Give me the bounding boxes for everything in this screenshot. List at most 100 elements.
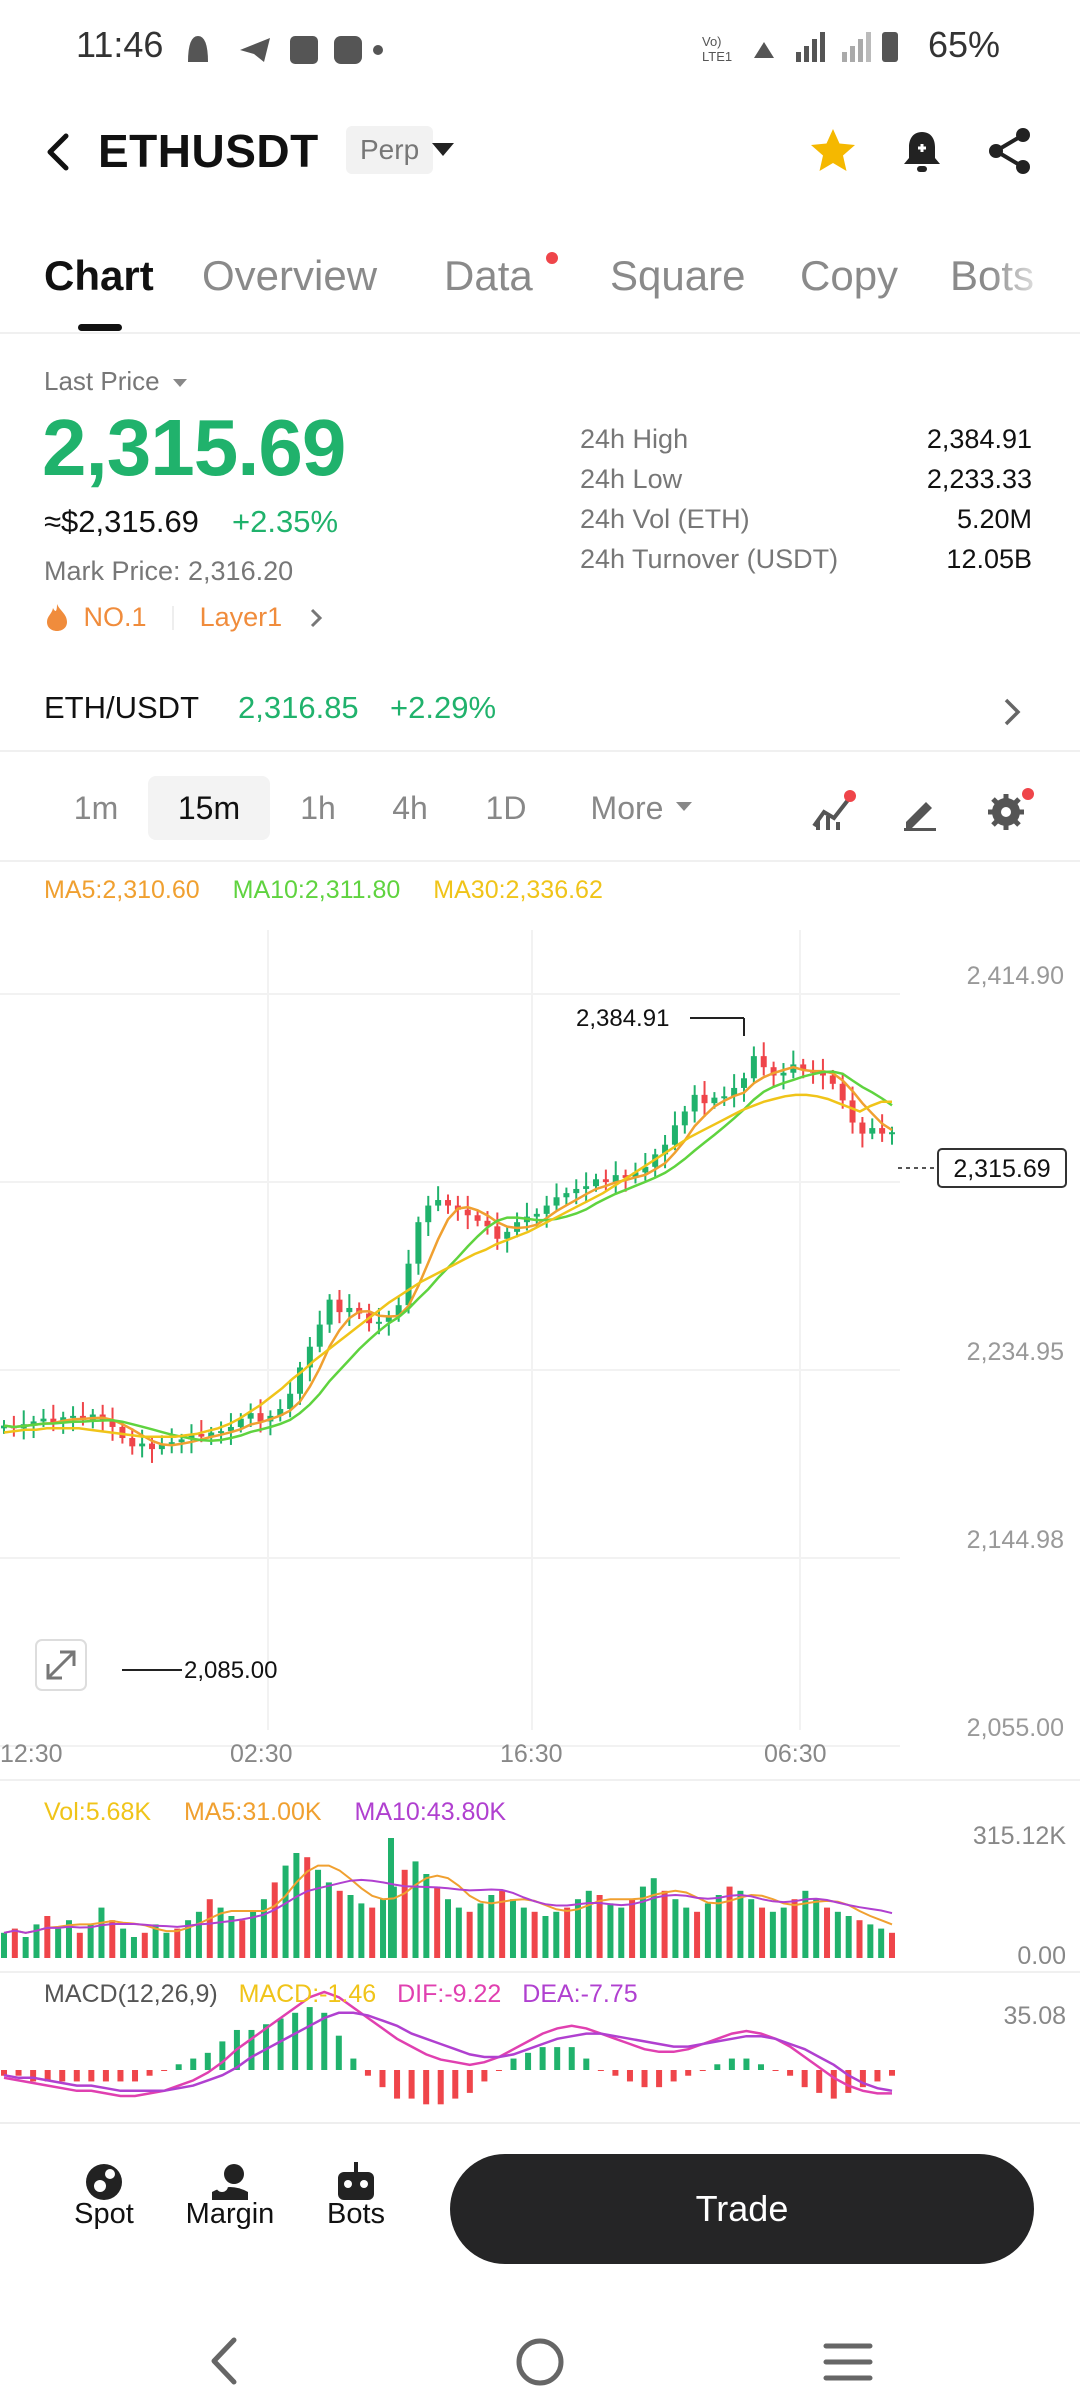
- interval-15m[interactable]: 15m: [148, 776, 270, 840]
- dea-value: DEA:-7.75: [522, 1980, 638, 2008]
- symbol-dropdown-icon[interactable]: [430, 140, 456, 160]
- indicators-icon[interactable]: [810, 790, 856, 834]
- x-tick-label: 06:30: [764, 1740, 827, 1768]
- candle-body: [326, 1299, 333, 1325]
- macd-histogram-bar: [597, 2070, 604, 2071]
- candle-body: [247, 1413, 254, 1419]
- nav-home-icon[interactable]: [514, 2336, 566, 2388]
- macd-histogram-bar: [525, 2052, 532, 2070]
- macd-histogram-bar: [699, 2070, 706, 2071]
- inbox-icon: [290, 36, 318, 64]
- share-icon[interactable]: [986, 126, 1034, 176]
- sector-tag[interactable]: Layer1: [199, 602, 283, 632]
- interval-4h[interactable]: 4h: [392, 790, 428, 826]
- trade-button[interactable]: Trade: [450, 2154, 1034, 2264]
- candle-body: [277, 1408, 284, 1416]
- interval-1m[interactable]: 1m: [73, 790, 119, 826]
- interval-1d[interactable]: 1D: [485, 790, 527, 826]
- macd-histogram-bar: [685, 2070, 692, 2076]
- spot-pair-name: ETH/USDT: [44, 690, 199, 725]
- volume-bar: [152, 1924, 159, 1958]
- y-tick-label: 2,055.00: [967, 1714, 1064, 1742]
- candle-body: [336, 1299, 343, 1313]
- macd-histogram-bar: [423, 2070, 430, 2105]
- candle-body: [158, 1444, 165, 1450]
- volume-bar: [98, 1907, 105, 1958]
- price-alert-bell-icon[interactable]: [900, 128, 944, 176]
- candle-body: [731, 1087, 738, 1097]
- candle-body: [119, 1426, 126, 1439]
- volume-bar: [813, 1899, 820, 1958]
- tags-row: NO.1 Layer1: [44, 602, 326, 633]
- battery-percent: 65%: [927, 24, 1000, 65]
- rank-tag[interactable]: NO.1: [83, 602, 147, 632]
- symbol-title[interactable]: ETHUSDT: [98, 125, 319, 177]
- volume-bar: [87, 1924, 94, 1958]
- system-nav-bar: [0, 2306, 1080, 2408]
- candle-body: [504, 1231, 511, 1239]
- last-price-label[interactable]: Last Price: [44, 366, 189, 397]
- candle-body: [474, 1215, 481, 1221]
- tag-divider: [172, 606, 175, 630]
- vol-ma10-legend: MA10:43.80K: [354, 1798, 507, 1826]
- bots-action[interactable]: Bots: [296, 2124, 416, 2231]
- tab-square[interactable]: Square: [610, 252, 746, 299]
- macd-histogram-bar: [845, 2070, 852, 2093]
- more-dropdown-icon[interactable]: [674, 800, 694, 814]
- candle-body: [395, 1305, 402, 1317]
- volume-bar: [856, 1920, 863, 1958]
- expand-chart-icon[interactable]: [35, 1639, 87, 1691]
- change-percent: +2.35%: [232, 504, 339, 539]
- contract-type-badge[interactable]: Perp: [346, 126, 434, 174]
- volume-bar: [574, 1899, 581, 1958]
- nav-recents-icon[interactable]: [822, 2340, 874, 2384]
- tab-chart[interactable]: Chart: [44, 252, 154, 299]
- candle-body: [287, 1393, 294, 1409]
- volume-bar: [369, 1907, 376, 1958]
- volume-bar: [55, 1928, 62, 1958]
- volume-legend: Vol:5.68K MA5:31.00K MA10:43.80K: [44, 1798, 506, 1827]
- favorite-star-icon[interactable]: [808, 126, 858, 176]
- macd-histogram-bar: [350, 2058, 357, 2070]
- tab-copy[interactable]: Copy: [800, 252, 899, 299]
- spot-pair-row[interactable]: ETH/USDT 2,316.85 +2.29%: [0, 680, 1080, 752]
- interval-more[interactable]: More: [590, 790, 664, 826]
- volume-bar: [44, 1916, 51, 1958]
- tab-data[interactable]: Data: [444, 252, 533, 299]
- candle-body: [671, 1125, 678, 1145]
- volume-bar: [250, 1911, 257, 1958]
- y-axis-labels: 2,414.902,324.932,234.952,144.982,055.00: [967, 962, 1064, 1742]
- draw-pencil-icon[interactable]: [900, 792, 940, 832]
- spot-action[interactable]: Spot: [44, 2124, 164, 2231]
- volume-bar: [22, 1937, 29, 1958]
- price-chart[interactable]: 2,414.902,324.932,234.952,144.982,055.00…: [0, 900, 1080, 2122]
- candle-body: [849, 1100, 856, 1123]
- volume-bar: [445, 1899, 451, 1958]
- candle-body: [721, 1096, 728, 1099]
- candle-body: [188, 1433, 195, 1440]
- status-bar: 11:46 Vo) LTE1 65%: [0, 0, 1080, 90]
- back-arrow-icon[interactable]: [40, 130, 76, 174]
- volume-bar: [325, 1882, 332, 1958]
- candle-body: [435, 1200, 442, 1206]
- candle-body: [533, 1213, 540, 1217]
- interval-1h[interactable]: 1h: [300, 790, 336, 826]
- chevron-right-icon[interactable]: [306, 606, 326, 630]
- tab-overview[interactable]: Overview: [202, 252, 378, 299]
- macd-histogram-bar: [481, 2070, 488, 2082]
- chart-settings-gear-icon[interactable]: [984, 786, 1036, 834]
- margin-action[interactable]: Margin: [170, 2124, 290, 2231]
- svg-text:Vo): Vo): [702, 34, 722, 49]
- volume-bar: [33, 1924, 40, 1958]
- macd-histogram-bar: [670, 2070, 677, 2082]
- price-type-dropdown-icon: [172, 379, 187, 388]
- candle-body: [790, 1064, 797, 1073]
- usd-value: ≈$2,315.69: [44, 504, 199, 539]
- last-price-tag-label: 2,315.69: [953, 1155, 1050, 1183]
- candle-body: [662, 1144, 669, 1155]
- nav-back-icon[interactable]: [206, 2336, 242, 2386]
- candle-body: [612, 1175, 619, 1183]
- macd-histogram-bar: [452, 2070, 459, 2099]
- candle-body: [306, 1346, 313, 1368]
- macd-histogram-bar: [495, 2070, 502, 2071]
